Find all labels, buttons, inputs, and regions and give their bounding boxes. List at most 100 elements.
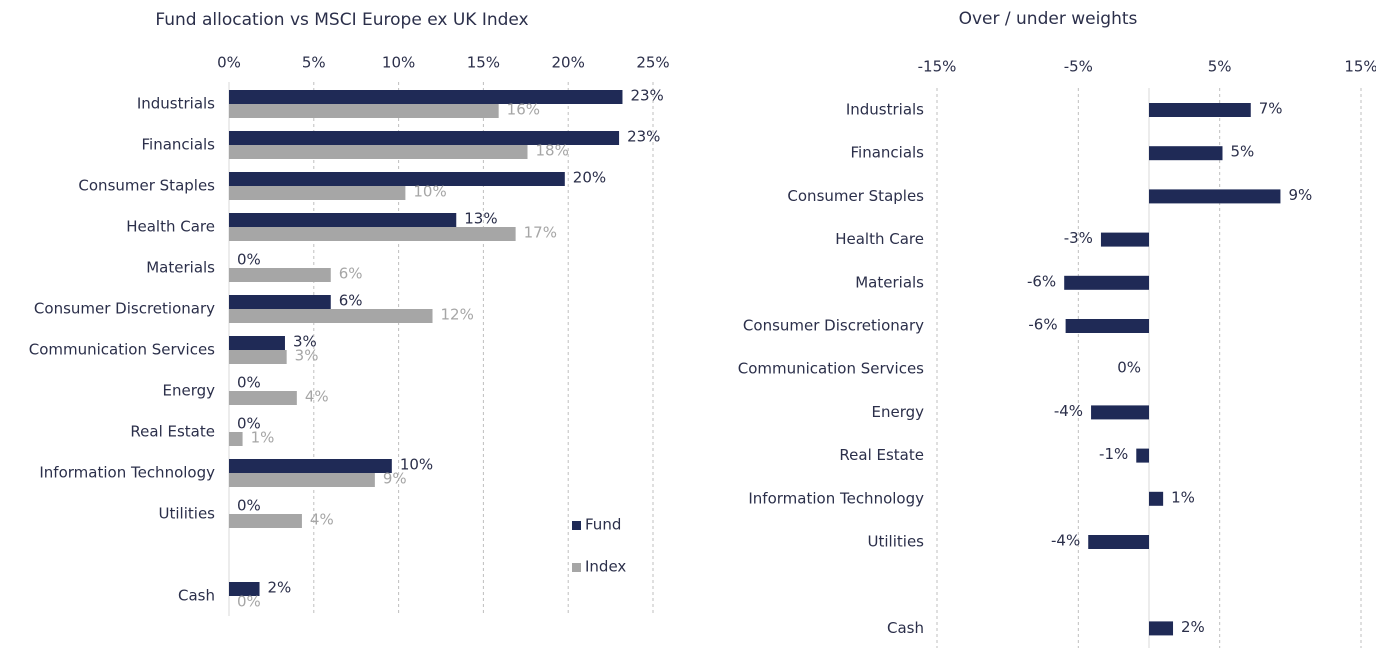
value-label: 6%: [339, 292, 363, 310]
value-label: 0%: [237, 593, 261, 611]
bar: [229, 172, 565, 186]
bar: [229, 582, 260, 596]
bar: [229, 391, 297, 405]
bar: [1088, 535, 1149, 549]
category-label: Financials: [851, 144, 925, 162]
value-label: 17%: [524, 224, 557, 242]
bar: [1065, 319, 1149, 333]
legend-swatch: [572, 521, 581, 530]
category-label: Consumer Discretionary: [34, 300, 215, 318]
category-label: Cash: [178, 587, 215, 605]
value-label: 6%: [339, 265, 363, 283]
value-label: -1%: [1099, 445, 1128, 463]
value-label: 10%: [413, 183, 446, 201]
bar: [1149, 491, 1164, 506]
bar: [1064, 275, 1149, 290]
x-tick-label: 15%: [1344, 58, 1376, 76]
value-label: 23%: [630, 87, 663, 105]
category-label: Materials: [855, 273, 924, 291]
bar: [1149, 189, 1281, 204]
value-label: 20%: [573, 169, 606, 187]
bar: [229, 432, 243, 446]
category-label: Energy: [162, 382, 215, 400]
bar: [1091, 405, 1149, 420]
bar: [229, 213, 457, 227]
category-label: Consumer Staples: [787, 187, 924, 205]
bar: [229, 514, 302, 528]
legend-label: Fund: [585, 516, 621, 534]
value-label: 3%: [293, 333, 317, 351]
value-label: -3%: [1064, 229, 1093, 247]
chart-title: Fund allocation vs MSCI Europe ex UK Ind…: [155, 10, 528, 30]
x-tick-label: -15%: [918, 58, 957, 76]
value-label: 0%: [237, 497, 261, 515]
category-label: Information Technology: [39, 464, 215, 482]
x-tick-label: 15%: [467, 54, 500, 72]
category-label: Energy: [871, 403, 924, 421]
bar: [229, 145, 528, 159]
value-label: 1%: [251, 429, 275, 447]
value-label: 1%: [1171, 488, 1195, 506]
category-label: Health Care: [835, 230, 924, 248]
bar: [229, 90, 623, 104]
value-label: 0%: [1117, 359, 1141, 377]
bar: [1149, 146, 1223, 161]
value-label: 0%: [237, 374, 261, 392]
bar: [229, 309, 433, 323]
bar: [229, 459, 392, 473]
bar: [1136, 448, 1149, 463]
category-label: Industrials: [137, 95, 215, 113]
x-tick-label: -5%: [1064, 58, 1093, 76]
x-tick-label: 5%: [1208, 58, 1232, 76]
value-label: 13%: [464, 210, 497, 228]
value-label: 4%: [310, 511, 334, 529]
value-label: 16%: [507, 101, 540, 119]
bar: [1149, 621, 1174, 636]
value-label: 9%: [1288, 186, 1312, 204]
value-label: 0%: [237, 415, 261, 433]
bar: [1149, 103, 1251, 117]
value-label: 7%: [1259, 100, 1283, 118]
category-label: Real Estate: [130, 423, 215, 441]
bar: [229, 473, 375, 487]
x-tick-label: 20%: [552, 54, 585, 72]
category-label: Information Technology: [748, 489, 924, 507]
x-tick-label: 10%: [382, 54, 415, 72]
value-label: 2%: [1181, 618, 1205, 636]
value-label: 9%: [383, 470, 407, 488]
bar: [229, 336, 285, 350]
bar: [229, 295, 331, 309]
bar: [229, 268, 331, 282]
bar: [229, 131, 620, 145]
category-label: Utilities: [159, 505, 216, 523]
legend-swatch: [572, 563, 581, 572]
x-tick-label: 0%: [217, 54, 241, 72]
category-label: Communication Services: [29, 341, 215, 359]
category-label: Industrials: [846, 101, 924, 119]
category-label: Consumer Staples: [78, 177, 215, 195]
value-label: 2%: [268, 579, 292, 597]
value-label: 23%: [627, 128, 660, 146]
category-label: Real Estate: [839, 446, 924, 464]
value-label: -4%: [1054, 402, 1083, 420]
value-label: 12%: [441, 306, 474, 324]
legend-label: Index: [585, 558, 626, 576]
category-label: Health Care: [126, 218, 215, 236]
bar: [229, 350, 287, 364]
category-label: Cash: [887, 619, 924, 637]
category-label: Utilities: [868, 533, 925, 551]
value-label: -6%: [1028, 316, 1057, 334]
value-label: -6%: [1027, 272, 1056, 290]
category-label: Consumer Discretionary: [743, 317, 924, 335]
x-tick-label: 25%: [636, 54, 669, 72]
value-label: 3%: [295, 347, 319, 365]
bar: [229, 227, 516, 241]
value-label: 0%: [237, 251, 261, 269]
category-label: Financials: [142, 136, 216, 154]
category-label: Materials: [146, 259, 215, 277]
category-label: Communication Services: [738, 360, 924, 378]
bar: [229, 186, 406, 200]
bar: [229, 104, 499, 118]
value-label: 4%: [305, 388, 329, 406]
